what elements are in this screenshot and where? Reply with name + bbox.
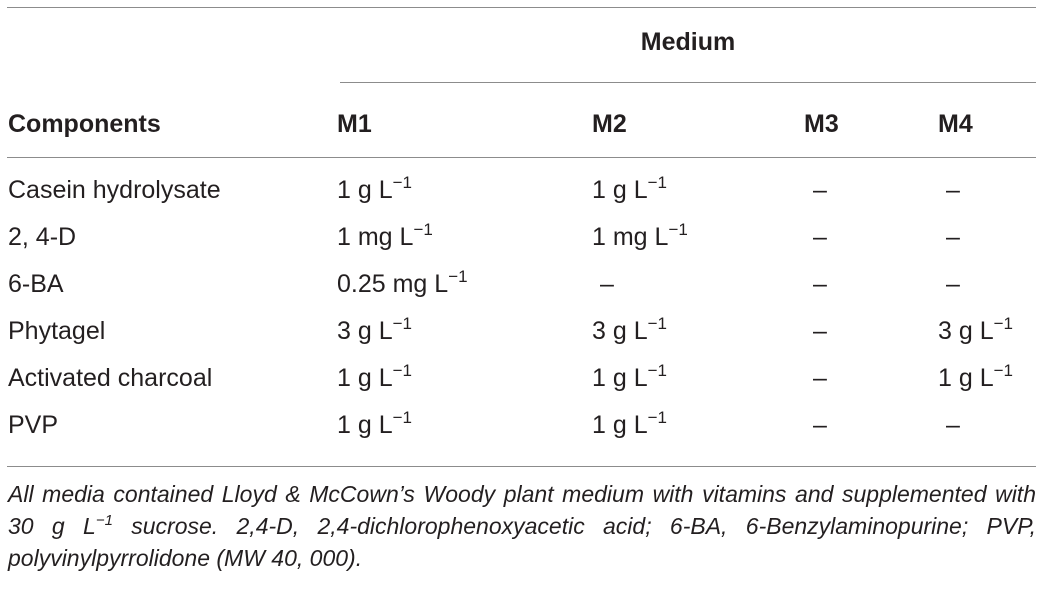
header-rule [7,157,1036,158]
value-cell-m2: 1 g L−1 [592,173,667,205]
value-cell-m2: 1 g L−1 [592,361,667,393]
value-text: 1 g L [592,364,648,392]
component-name-cell: Casein hydrolysate [8,176,221,204]
value-superscript: −1 [993,314,1013,333]
value-text: 1 g L [938,364,994,392]
footnote-text-part2: sucrose. 2,4-D, 2,4-dichlorophenoxyaceti… [8,513,1036,571]
component-name-cell: 6-BA [8,270,64,298]
table-row: Casein hydrolysate 1 g L−1 1 g L−1– – [0,173,1043,222]
value-superscript: −1 [392,314,412,333]
value-cell-m1: 3 g L−1 [337,314,412,346]
value-cell-m4: 3 g L−1 [938,314,1013,346]
value-text: – [813,270,827,298]
value-cell-m3: – [805,175,835,205]
component-name-cell: Activated charcoal [8,364,213,392]
column-header-components: Components [8,110,161,138]
value-cell-m1: 1 g L−1 [337,361,412,393]
table-footnote: All media contained Lloyd & McCown’s Woo… [8,478,1036,574]
value-cell-m3: – [805,410,835,440]
value-cell-m1: 0.25 mg L−1 [337,267,468,299]
value-superscript: −1 [993,361,1013,380]
table-row: PVP 1 g L−1 1 g L−1– – [0,408,1043,457]
value-text: 1 g L [337,364,393,392]
value-text: 1 g L [592,176,648,204]
value-cell-m3: – [805,269,835,299]
value-text: – [946,223,960,251]
value-superscript: −1 [413,220,433,239]
value-cell-m2: – [592,269,622,299]
table-top-rule [7,7,1036,8]
component-name-cell: Phytagel [8,317,106,345]
value-text: 3 g L [592,317,648,345]
column-header-m1: M1 [337,110,372,138]
value-cell-m1: 1 g L−1 [337,173,412,205]
value-superscript: −1 [647,361,667,380]
value-cell-m2: 1 mg L−1 [592,220,688,252]
value-superscript: −1 [647,408,667,427]
value-superscript: −1 [392,173,412,192]
value-cell-m4: 1 g L−1 [938,361,1013,393]
value-text: 3 g L [938,317,994,345]
value-text: – [813,364,827,392]
table-row: 6-BA 0.25 mg L−1 – – – [0,267,1043,316]
table-bottom-rule [7,466,1036,467]
value-superscript: −1 [668,220,688,239]
value-cell-m2: 3 g L−1 [592,314,667,346]
value-text: – [946,411,960,439]
value-cell-m3: – [805,316,835,346]
value-text: 1 mg L [592,223,669,251]
column-header-m3: M3 [804,110,839,138]
value-superscript: −1 [392,408,412,427]
value-cell-m4: – [938,410,968,440]
footnote-text-part1: All media contained Lloyd & McCown’s Woo… [8,481,1036,539]
value-superscript: −1 [647,314,667,333]
value-cell-m3: – [805,222,835,252]
value-text: 1 g L [592,411,648,439]
value-text: 1 g L [337,176,393,204]
value-text: – [946,270,960,298]
value-superscript: −1 [647,173,667,192]
value-cell-m1: 1 g L−1 [337,408,412,440]
value-text: – [813,223,827,251]
table-row: Activated charcoal 1 g L−1 1 g L−1–1 g L−1 [0,361,1043,410]
column-header-m4: M4 [938,110,973,138]
value-cell-m4: – [938,269,968,299]
value-text: – [600,270,614,298]
value-cell-m1: 1 mg L−1 [337,220,433,252]
value-cell-m3: – [805,363,835,393]
medium-group-rule [340,82,1036,83]
value-text: 0.25 mg L [337,270,449,298]
column-header-m2: M2 [592,110,627,138]
value-text: 1 mg L [337,223,414,251]
value-text: – [946,176,960,204]
table-row: Phytagel 3 g L−1 3 g L−1–3 g L−1 [0,314,1043,363]
footnote-superscript: −1 [95,512,113,529]
value-cell-m2: 1 g L−1 [592,408,667,440]
component-name-cell: PVP [8,411,59,439]
table-row: 2, 4-D 1 mg L−1 1 mg L−1– – [0,220,1043,269]
value-cell-m4: – [938,175,968,205]
value-text: – [813,411,827,439]
medium-group-header: Medium [640,28,736,56]
value-superscript: −1 [392,361,412,380]
value-text: – [813,176,827,204]
value-superscript: −1 [448,267,468,286]
value-text: 1 g L [337,411,393,439]
value-text: 3 g L [337,317,393,345]
value-text: – [813,317,827,345]
value-cell-m4: – [938,222,968,252]
component-name-cell: 2, 4-D [8,223,77,251]
